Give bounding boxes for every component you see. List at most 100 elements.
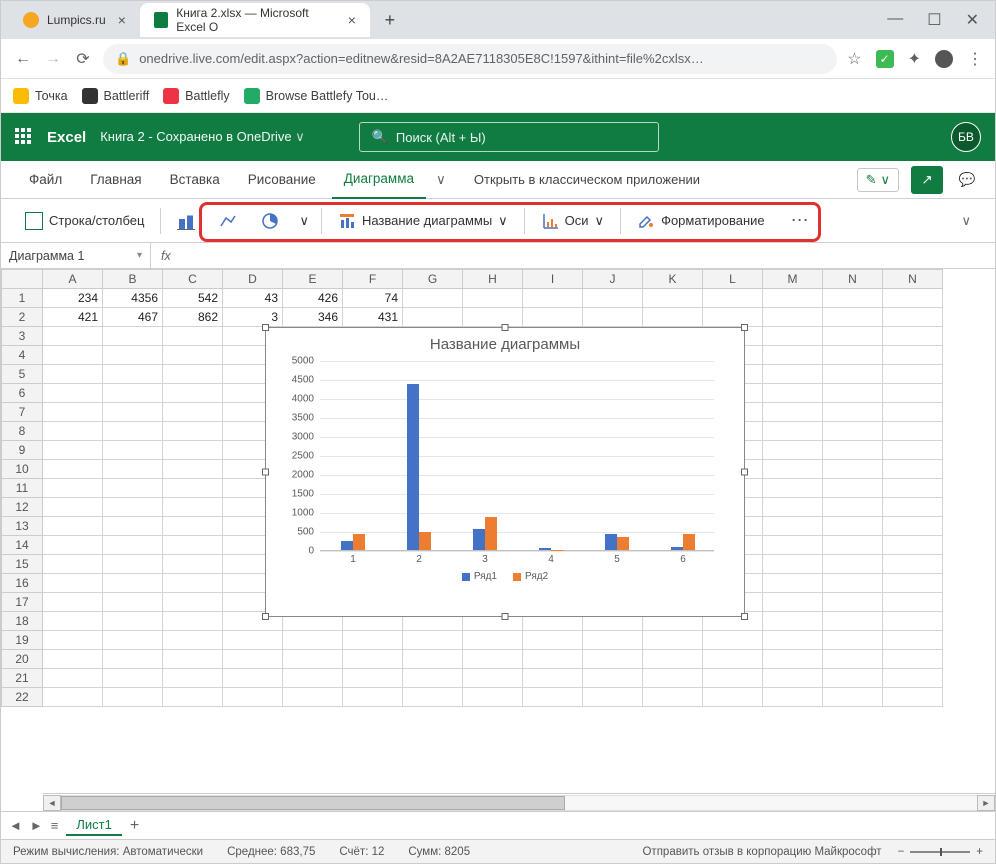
cell[interactable] (283, 669, 343, 688)
pie-chart-type-button[interactable] (253, 206, 287, 236)
cell[interactable] (43, 517, 103, 536)
cell[interactable] (883, 650, 943, 669)
cell[interactable] (883, 365, 943, 384)
axes-button[interactable]: Оси ∨ (533, 206, 612, 236)
cell[interactable] (103, 669, 163, 688)
column-header[interactable]: H (463, 269, 523, 289)
chart-object[interactable]: Название диаграммы 050010001500200025003… (265, 327, 745, 617)
app-launcher-icon[interactable] (15, 128, 33, 146)
cell[interactable] (523, 308, 583, 327)
row-header[interactable]: 17 (1, 593, 43, 612)
cell[interactable] (703, 669, 763, 688)
search-input[interactable]: 🔍 Поиск (Alt + Ы) (359, 122, 659, 152)
cell[interactable] (103, 327, 163, 346)
cell[interactable] (163, 517, 223, 536)
cell[interactable] (103, 688, 163, 707)
cell[interactable] (103, 365, 163, 384)
row-header[interactable]: 2 (1, 308, 43, 327)
row-header[interactable]: 15 (1, 555, 43, 574)
cell[interactable]: 467 (103, 308, 163, 327)
cell[interactable] (643, 688, 703, 707)
zoom-out-button[interactable]: − (898, 846, 905, 858)
cell[interactable] (403, 650, 463, 669)
cell[interactable] (463, 631, 523, 650)
cell[interactable]: 234 (43, 289, 103, 308)
cell[interactable] (763, 346, 823, 365)
cell[interactable] (763, 650, 823, 669)
cell[interactable] (763, 593, 823, 612)
cell[interactable] (103, 517, 163, 536)
cell[interactable] (103, 498, 163, 517)
row-header[interactable]: 21 (1, 669, 43, 688)
tab-chart[interactable]: Диаграмма (332, 161, 426, 199)
cell[interactable] (103, 422, 163, 441)
cell[interactable] (823, 479, 883, 498)
row-header[interactable]: 10 (1, 460, 43, 479)
spreadsheet-grid[interactable]: ABCDEFGHIJKLMNN 123443565424342674242146… (1, 269, 995, 811)
collapse-ribbon-button[interactable]: ∨ (953, 213, 979, 229)
cell[interactable] (883, 574, 943, 593)
cell[interactable] (883, 308, 943, 327)
cell[interactable] (163, 479, 223, 498)
minimize-button[interactable]: — (887, 10, 903, 30)
row-header[interactable]: 3 (1, 327, 43, 346)
cell[interactable] (103, 555, 163, 574)
cell[interactable] (163, 441, 223, 460)
zoom-control[interactable]: − + (898, 846, 983, 858)
cell[interactable]: 421 (43, 308, 103, 327)
cell[interactable] (403, 688, 463, 707)
row-header[interactable]: 7 (1, 403, 43, 422)
cell[interactable] (103, 384, 163, 403)
cell[interactable] (103, 479, 163, 498)
bookmark-battlefly[interactable]: Battlefly (163, 88, 229, 104)
row-header[interactable]: 16 (1, 574, 43, 593)
cell[interactable] (763, 308, 823, 327)
column-header[interactable]: F (343, 269, 403, 289)
cell[interactable] (883, 346, 943, 365)
name-box[interactable]: Диаграмма 1▾ (1, 243, 151, 268)
row-header[interactable]: 4 (1, 346, 43, 365)
cell[interactable] (223, 650, 283, 669)
feedback-link[interactable]: Отправить отзыв в корпорацию Майкрософт (642, 846, 881, 858)
cell[interactable] (523, 631, 583, 650)
profile-avatar-icon[interactable] (935, 50, 953, 68)
bookmark-battleriff[interactable]: Battleriff (82, 88, 150, 104)
cell[interactable]: 4356 (103, 289, 163, 308)
cell[interactable] (163, 422, 223, 441)
cell[interactable] (43, 327, 103, 346)
column-header[interactable]: J (583, 269, 643, 289)
cell[interactable] (823, 346, 883, 365)
column-header[interactable]: E (283, 269, 343, 289)
zoom-in-button[interactable]: + (976, 846, 983, 858)
cell[interactable] (283, 688, 343, 707)
cell[interactable] (43, 384, 103, 403)
cell[interactable] (823, 327, 883, 346)
cell[interactable] (883, 479, 943, 498)
cell[interactable] (43, 422, 103, 441)
cell[interactable] (43, 688, 103, 707)
sheet-tab-1[interactable]: Лист1 (66, 815, 121, 836)
cell[interactable] (763, 612, 823, 631)
cell[interactable] (823, 574, 883, 593)
chart-title-button[interactable]: Название диаграммы ∨ (330, 206, 516, 236)
cell[interactable] (823, 631, 883, 650)
column-header[interactable]: M (763, 269, 823, 289)
cell[interactable] (43, 441, 103, 460)
select-all-corner[interactable] (1, 269, 43, 289)
format-button[interactable]: Форматирование (629, 206, 773, 236)
cell[interactable] (163, 612, 223, 631)
cell[interactable] (163, 669, 223, 688)
cell[interactable]: 74 (343, 289, 403, 308)
selection-handle[interactable] (502, 613, 509, 620)
cell[interactable] (583, 688, 643, 707)
cell[interactable] (823, 536, 883, 555)
cell[interactable] (643, 669, 703, 688)
cell[interactable] (883, 403, 943, 422)
cell[interactable] (103, 631, 163, 650)
cell[interactable] (343, 669, 403, 688)
cell[interactable] (523, 289, 583, 308)
reload-button[interactable]: ⟳ (73, 49, 93, 69)
cell[interactable] (403, 289, 463, 308)
cell[interactable] (883, 289, 943, 308)
document-title[interactable]: Книга 2 - Сохранено в OneDrive ∨ (100, 129, 305, 145)
